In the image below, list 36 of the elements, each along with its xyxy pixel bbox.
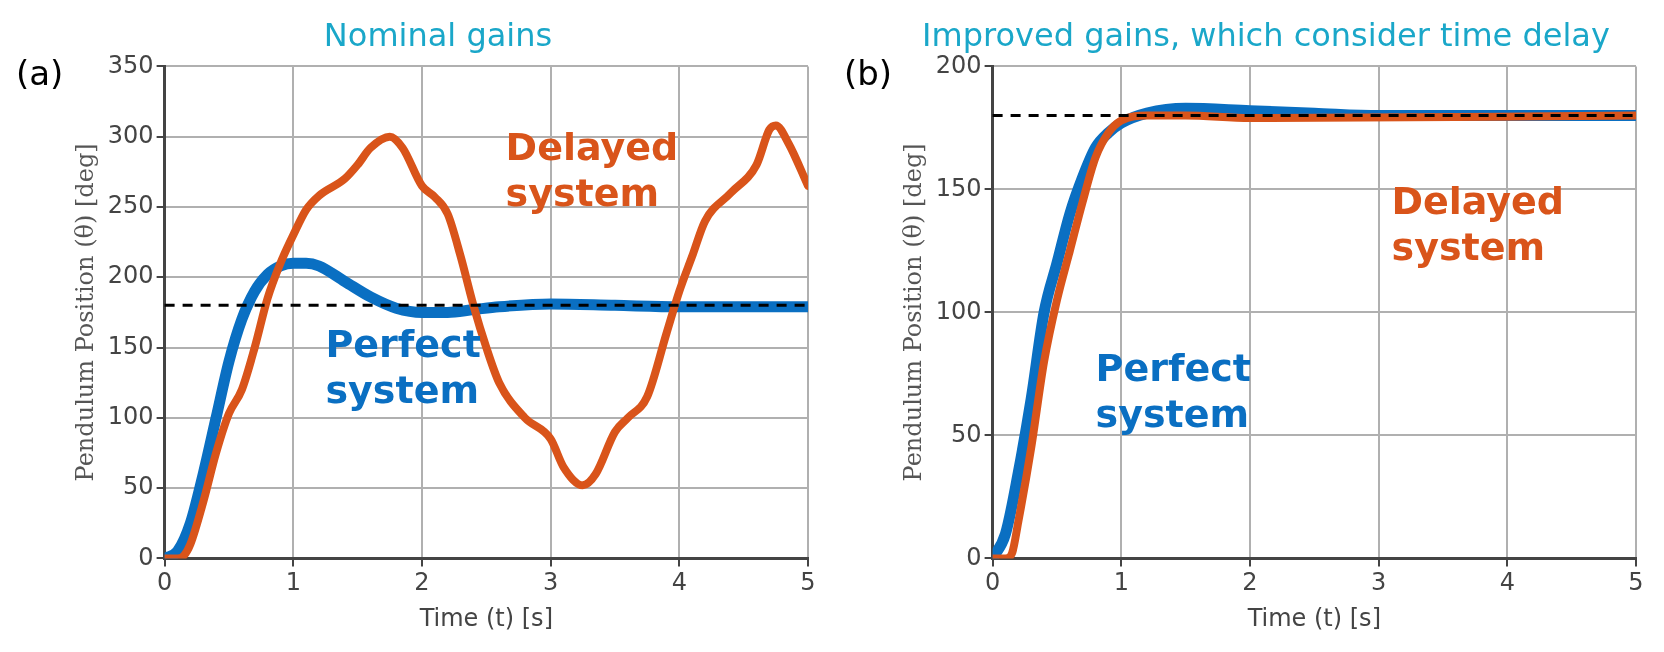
x-tick-label: 0 xyxy=(984,568,1001,597)
x-tick-label: 3 xyxy=(1371,568,1387,597)
text: (a) xyxy=(16,53,64,94)
y-tick-label: 100 xyxy=(935,296,982,325)
y-tick-label: 100 xyxy=(107,402,154,431)
y-axis-title: Pendulum Position (θ) [deg] xyxy=(70,143,99,482)
series-label: Delayed system xyxy=(1391,179,1565,270)
x-tick-label: 5 xyxy=(1628,568,1644,597)
chart-title: Nominal gains xyxy=(323,15,553,54)
y-tick-label: 150 xyxy=(935,173,982,202)
y-tick-label: 0 xyxy=(138,542,154,571)
x-tick-label: 2 xyxy=(414,568,430,597)
y-tick-label: 300 xyxy=(107,120,154,149)
series-label: Delayed system xyxy=(505,124,679,215)
x-axis-title: Time (t) [s] xyxy=(418,603,553,632)
x-tick-label: 4 xyxy=(1499,568,1515,597)
y-tick-label: 350 xyxy=(107,50,154,79)
y-tick-label: 0 xyxy=(966,542,982,571)
x-tick-label: 2 xyxy=(1242,568,1258,597)
x-axis-title: Time (t) [s] xyxy=(1246,603,1381,632)
x-tick-label: 1 xyxy=(285,568,301,597)
y-tick-label: 150 xyxy=(107,331,154,360)
y-tick-label: 200 xyxy=(107,261,154,290)
x-tick-label: 5 xyxy=(800,568,816,597)
series-label: Perfect system xyxy=(325,321,481,412)
x-tick-label: 1 xyxy=(1113,568,1129,597)
y-axis-title: Pendulum Position (θ) [deg] xyxy=(898,143,927,482)
chart-title: Improved gains, which consider time delay xyxy=(922,15,1610,54)
x-tick-label: 4 xyxy=(671,568,687,597)
text: (b) xyxy=(844,53,893,94)
x-tick-label: 0 xyxy=(156,568,173,597)
y-tick-label: 250 xyxy=(107,191,154,220)
series-label: Perfect system xyxy=(1095,346,1251,437)
y-tick-label: 50 xyxy=(123,472,154,501)
y-tick-label: 50 xyxy=(951,419,982,448)
x-tick-label: 3 xyxy=(543,568,559,597)
